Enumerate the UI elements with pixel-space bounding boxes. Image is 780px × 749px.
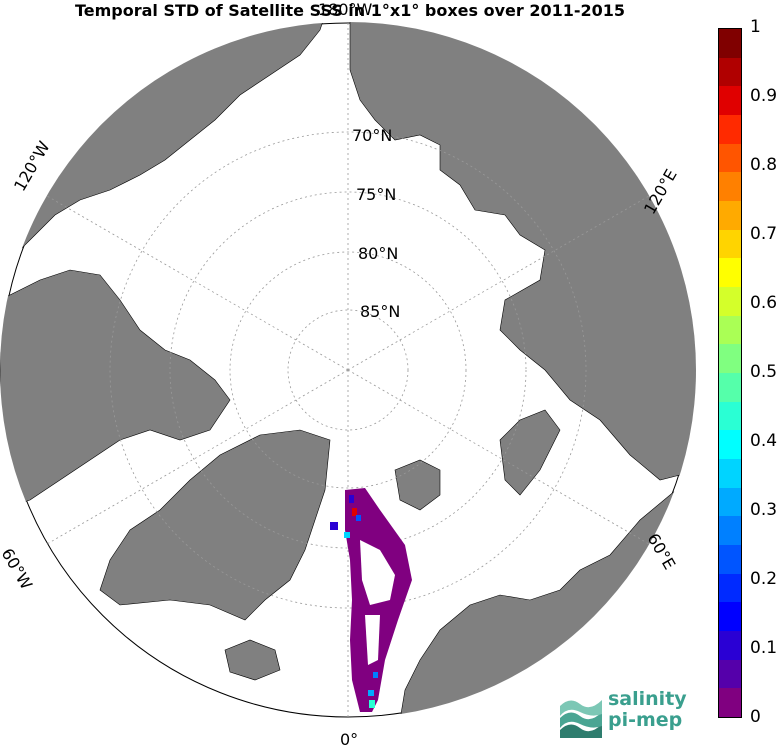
colorbar-tick-label: 0.2 bbox=[750, 569, 778, 589]
colorbar-segment bbox=[719, 573, 741, 603]
land-iceland bbox=[224, 639, 281, 681]
colorbar-segment bbox=[719, 172, 741, 202]
polar-map bbox=[0, 22, 696, 718]
colorbar-segment bbox=[719, 516, 741, 546]
colorbar-tick-label: 0.6 bbox=[750, 293, 778, 313]
colorbar-segment bbox=[719, 29, 741, 58]
logo-line2: pi-mep bbox=[608, 709, 683, 731]
colorbar-segment bbox=[719, 258, 741, 288]
colorbar-segment bbox=[719, 143, 741, 173]
wave-logo-icon bbox=[560, 700, 602, 738]
colorbar-tick-label: 0.9 bbox=[750, 86, 778, 106]
colorbar-segment bbox=[719, 659, 741, 689]
logo-line1: salinity bbox=[608, 688, 687, 710]
colorbar-segment bbox=[719, 688, 741, 718]
salinity-pimep-logo: salinity pi-mep bbox=[558, 688, 728, 740]
colorbar-segment bbox=[719, 229, 741, 259]
colorbar-segment bbox=[719, 401, 741, 431]
sss-swath bbox=[330, 488, 412, 712]
label-lon-0: 0° bbox=[340, 730, 359, 749]
colorbar-segment bbox=[719, 545, 741, 574]
colorbar-segment bbox=[719, 201, 741, 230]
colorbar-segment bbox=[719, 631, 741, 660]
colorbar-segment bbox=[719, 287, 741, 316]
colorbar-segment bbox=[719, 115, 741, 144]
colorbar-segment bbox=[719, 57, 741, 87]
colorbar-tick-label: 1 bbox=[750, 17, 761, 37]
colorbar-tick-label: 0.1 bbox=[750, 638, 778, 658]
label-lat-70: 70°N bbox=[352, 126, 393, 145]
colorbar-tick-label: 0.5 bbox=[750, 362, 778, 382]
colorbar-tick-label: 0.8 bbox=[750, 155, 778, 175]
colorbar-segment bbox=[719, 602, 741, 632]
colorbar-tick-label: 0.7 bbox=[750, 224, 778, 244]
colorbar-segment bbox=[719, 344, 741, 374]
land-canada bbox=[0, 269, 231, 511]
colorbar-segment bbox=[719, 373, 741, 402]
label-lat-85: 85°N bbox=[360, 302, 401, 321]
chart-title: Temporal STD of Satellite SSS in 1°x1° b… bbox=[74, 1, 626, 20]
land-svalbard bbox=[394, 459, 441, 511]
colorbar-segment bbox=[719, 430, 741, 460]
colorbar-segment bbox=[719, 459, 741, 488]
label-lat-75: 75°N bbox=[356, 185, 397, 204]
colorbar-segment bbox=[719, 315, 741, 345]
label-lat-80: 80°N bbox=[358, 244, 399, 263]
colorbar bbox=[718, 28, 742, 718]
land-greenland bbox=[99, 429, 331, 621]
colorbar-tick-label: 0.4 bbox=[750, 431, 778, 451]
label-lon-180: 180°W bbox=[318, 0, 373, 19]
land-novaya-zemlya bbox=[499, 409, 561, 496]
colorbar-tick-label: 0.3 bbox=[750, 500, 778, 520]
colorbar-segment bbox=[719, 86, 741, 116]
colorbar-tick-label: 0 bbox=[750, 707, 761, 727]
colorbar-segment bbox=[719, 487, 741, 517]
